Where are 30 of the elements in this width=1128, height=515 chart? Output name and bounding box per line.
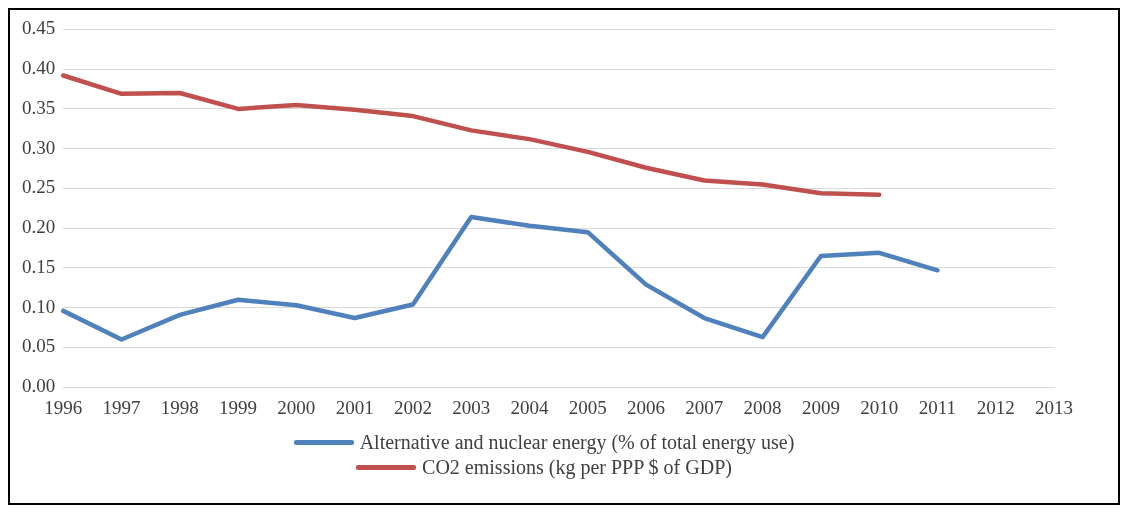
y-tick-label: 0.35 [22,96,56,118]
x-tick-label: 1997 [102,396,141,418]
y-tick-label: 0.15 [22,255,56,277]
x-tick-label: 2007 [685,396,724,418]
legend-label: CO2 emissions (kg per PPP $ of GDP) [422,455,732,480]
y-tick-label: 0.10 [22,295,56,317]
x-tick-label: 2004 [510,396,549,418]
x-tick-label: 2011 [918,396,957,418]
x-tick-label: 2012 [976,396,1015,418]
x-tick-label: 2005 [568,396,607,418]
x-tick-label: 1999 [219,396,258,418]
y-tick-label: 0.20 [22,216,56,238]
x-tick-label: 2003 [452,396,491,418]
x-tick-label: 2006 [627,396,666,418]
x-tick-label: 2008 [743,396,782,418]
y-tick-label: 0.25 [22,176,56,198]
x-tick-label: 2002 [393,396,432,418]
y-tick-label: 0.00 [22,375,56,397]
x-tick-label: 2001 [335,396,374,418]
legend-label: Alternative and nuclear energy (% of total energy use) [359,430,795,455]
y-tick-label: 0.40 [22,57,56,79]
y-tick-label: 0.05 [22,335,56,357]
y-tick-label: 0.30 [22,136,56,158]
x-tick-label: 2013 [1035,396,1073,418]
y-tick-label: 0.45 [22,17,56,39]
x-tick-label: 1998 [160,396,199,418]
x-tick-label: 2009 [801,396,840,418]
x-tick-label: 2010 [860,396,899,418]
x-tick-label: 1996 [44,396,83,418]
x-tick-label: 2000 [277,396,316,418]
